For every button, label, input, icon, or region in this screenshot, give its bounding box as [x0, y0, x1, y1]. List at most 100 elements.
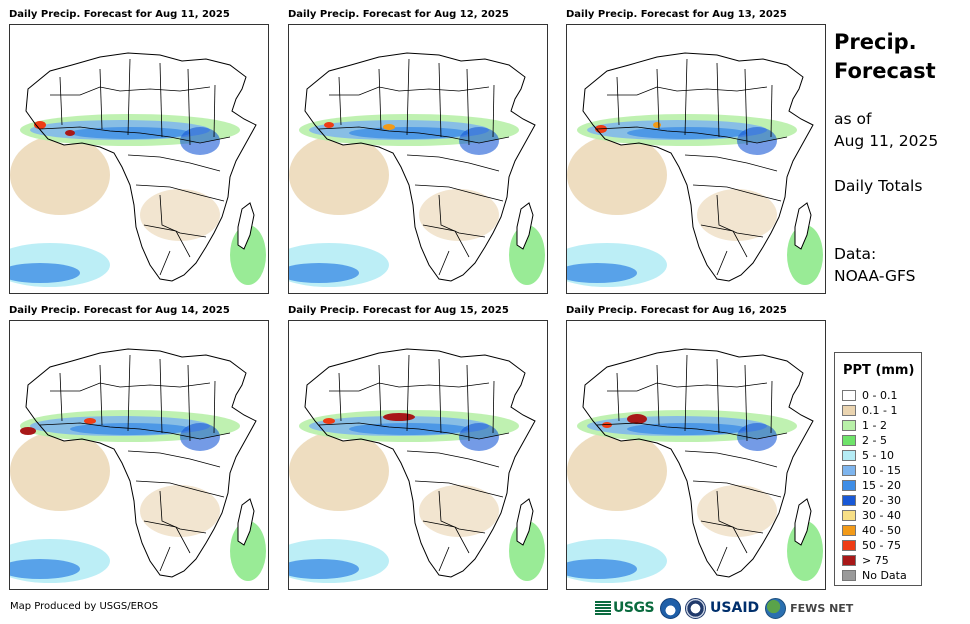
legend-item: 10 - 15 [842, 463, 907, 478]
precip-map [566, 320, 826, 590]
data-source: Data: NOAA-GFS [834, 243, 915, 287]
madagascar-outline [237, 498, 255, 546]
country-border [213, 380, 216, 434]
country-border [492, 380, 495, 434]
country-border [684, 58, 688, 136]
country-border [143, 520, 191, 554]
legend-item: 5 - 10 [842, 448, 907, 463]
country-border [684, 154, 778, 172]
country-border [492, 84, 495, 138]
country-border [338, 372, 342, 422]
country-border [770, 84, 773, 138]
panel-title: Daily Precip. Forecast for Aug 11, 2025 [9, 9, 230, 20]
map-graphic [289, 348, 545, 583]
legend-swatch [842, 390, 856, 401]
panel-title: Daily Precip. Forecast for Aug 15, 2025 [288, 305, 509, 316]
country-border [616, 372, 620, 422]
coastline [25, 348, 257, 578]
country-border [414, 480, 504, 498]
light-rain-area [10, 431, 110, 511]
country-border [406, 58, 410, 136]
main-title: Precip. Forecast [834, 28, 936, 86]
country-border [99, 68, 103, 130]
panel-title: Daily Precip. Forecast for Aug 13, 2025 [566, 9, 787, 20]
country-border [406, 450, 500, 468]
country-border [213, 84, 216, 138]
map-graphic [10, 348, 266, 583]
coastline [304, 348, 536, 578]
country-border [716, 250, 728, 276]
country-border [744, 364, 748, 442]
country-border [422, 520, 470, 554]
legend-swatch [842, 525, 856, 536]
as-of-value: Aug 11, 2025 [834, 132, 939, 150]
country-border [127, 354, 131, 432]
madagascar-outline [516, 202, 534, 250]
country-border [59, 372, 63, 422]
legend-swatch [842, 495, 856, 506]
light-rain-area [10, 135, 110, 215]
legend-swatch [842, 480, 856, 491]
legend-label: 40 - 50 [862, 524, 901, 537]
usgs-mark-icon [595, 601, 611, 615]
country-border [466, 68, 470, 146]
rain-band [10, 559, 80, 579]
light-rain-area [289, 135, 389, 215]
country-border [596, 126, 788, 144]
heavy-rain-cell [627, 414, 647, 424]
country-border [378, 364, 382, 426]
country-border [39, 422, 231, 440]
legend-item: 20 - 30 [842, 493, 907, 508]
country-border [596, 422, 788, 440]
legend-swatch [842, 555, 856, 566]
panel-title: Daily Precip. Forecast for Aug 14, 2025 [9, 305, 230, 316]
country-border [143, 224, 191, 258]
legend-item: 50 - 75 [842, 538, 907, 553]
map-graphic [567, 348, 823, 583]
country-border [656, 364, 660, 426]
fews-globe-icon [765, 597, 787, 619]
credit-text: Map Produced by USGS/EROS [10, 601, 159, 612]
panel-title: Daily Precip. Forecast for Aug 12, 2025 [288, 9, 509, 20]
map-graphic [10, 52, 266, 287]
main-title-line2: Forecast [834, 59, 936, 83]
country-border [656, 68, 660, 130]
legend-label: 1 - 2 [862, 419, 887, 432]
country-border [607, 86, 768, 96]
country-border [159, 358, 163, 434]
madagascar-outline [237, 202, 255, 250]
rain-band [289, 559, 359, 579]
country-border [684, 450, 778, 468]
country-border [406, 354, 410, 432]
rain-band [10, 263, 80, 283]
noaa-seal-icon [660, 597, 682, 619]
country-border [466, 364, 470, 442]
legend-label: 0 - 0.1 [862, 389, 898, 402]
heavy-rain-cell [602, 422, 612, 428]
country-border [716, 62, 720, 138]
country-border [99, 364, 103, 426]
rain-band [567, 559, 637, 579]
logo-strip: USGS USAID FEWS NET [595, 597, 853, 619]
country-border [406, 154, 500, 172]
country-border [127, 58, 131, 136]
panel-title: Daily Precip. Forecast for Aug 16, 2025 [566, 305, 787, 316]
country-border [716, 194, 764, 238]
light-rain-area [289, 431, 389, 511]
usaid-logo-text: USAID [710, 600, 760, 616]
rain-band [289, 263, 359, 283]
country-border [744, 68, 748, 146]
country-border [716, 546, 728, 572]
precip-map [288, 320, 548, 590]
light-rain-area [567, 135, 667, 215]
country-border [59, 76, 63, 126]
heavy-rain-cell [383, 124, 395, 130]
main-title-line1: Precip. [834, 30, 917, 54]
country-border [159, 546, 171, 572]
heavy-rain-cell [84, 418, 96, 424]
country-border [684, 354, 688, 432]
legend-swatch [842, 540, 856, 551]
usgs-logo: USGS [595, 600, 655, 616]
country-border [438, 62, 442, 138]
legend-swatch [842, 465, 856, 476]
